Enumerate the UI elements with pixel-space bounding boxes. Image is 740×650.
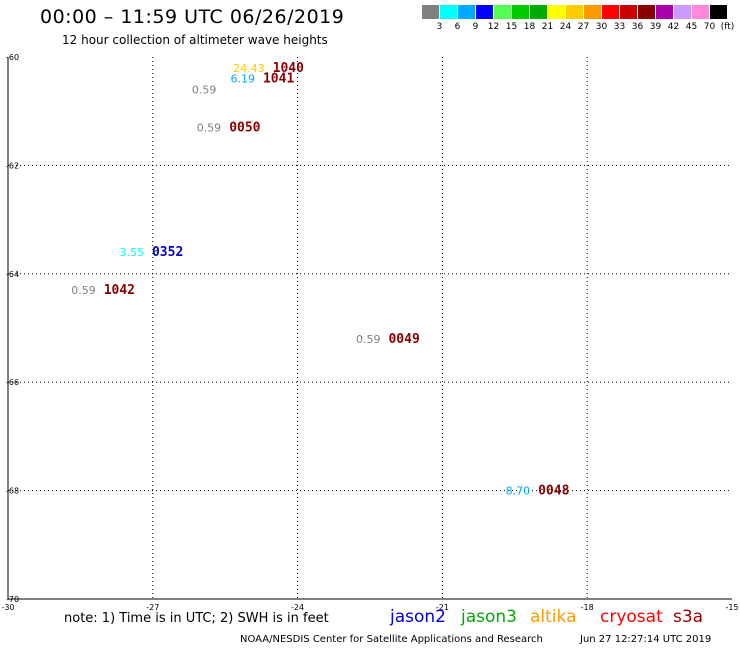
obs-time-label: 1041 [263,72,294,87]
satellite-jason3-label: jason3 [461,607,517,627]
satellite-altika-label: altika [530,607,577,627]
scale-label: 39 [649,22,662,32]
x-tick-label: -18 [581,603,594,612]
obs-time-label: 0050 [229,120,260,135]
swh-value-label: 0.59 [71,284,96,297]
scale-label: 42 [667,22,680,32]
scale-swatch [710,5,727,19]
scale-label: (ft) [720,22,735,32]
scale-swatch [458,5,475,19]
scale-label: 18 [523,22,536,32]
obs-time-label: 0049 [388,332,419,347]
scale-swatch [512,5,529,19]
y-tick-label: -64 [6,270,19,279]
scale-label: 70 [703,22,716,32]
satellite-jason2-label: jason2 [390,607,446,627]
obs-time-label: 1040 [273,61,304,76]
scale-swatch [494,5,511,19]
scale-label: 36 [631,22,644,32]
obs-time-label: 0048 [538,484,569,499]
scale-swatch [692,5,709,19]
y-tick-label: -68 [6,487,19,496]
scale-swatch [674,5,691,19]
scale-label: 3 [436,22,443,32]
footer-timestamp: Jun 27 12:27:14 UTC 2019 [580,634,712,645]
scale-label: 9 [472,22,479,32]
x-tick-label: -24 [291,603,304,612]
chart-subtitle: 12 hour collection of altimeter wave hei… [62,33,328,47]
swh-value-label: 6.19 [230,73,255,86]
x-tick-label: -27 [146,603,159,612]
swh-value-label: 3.55 [119,246,144,259]
obs-time-label: 0352 [152,245,183,260]
scale-swatch [440,5,457,19]
y-tick-label: -70 [6,595,19,604]
scale-swatch [566,5,583,19]
scale-swatch [656,5,673,19]
scale-label: 24 [559,22,572,32]
swh-value-label: 8.70 [506,485,531,498]
x-tick-label: -21 [436,603,449,612]
scale-label: 15 [505,22,518,32]
swh-value-label: 0.59 [197,121,222,134]
satellite-cryosat-label: cryosat [600,607,663,627]
scale-label: 33 [613,22,626,32]
scale-swatch [476,5,493,19]
y-tick-label: -60 [6,53,19,62]
scale-swatch [530,5,547,19]
scale-label: 6 [454,22,461,32]
scale-swatch [638,5,655,19]
y-tick-label: -66 [6,378,19,387]
scale-label: 30 [595,22,608,32]
x-tick-label: -30 [1,603,14,612]
scale-swatch [620,5,637,19]
scale-label: 45 [685,22,698,32]
swh-value-label: 24.43 [233,62,265,75]
scale-swatch [548,5,565,19]
x-tick-label: -15 [725,603,738,612]
scale-swatch [422,5,439,19]
scale-label: 21 [541,22,554,32]
y-tick-label: -62 [6,161,19,170]
footer-credit: NOAA/NESDIS Center for Satellite Applica… [240,634,543,645]
satellite-s3a-label: s3a [673,607,704,627]
obs-time-label: 1042 [104,283,135,298]
scale-label: 27 [577,22,590,32]
swh-value-label: 0.59 [192,84,217,97]
swh-value-label: 0.59 [356,333,381,346]
scale-label: 12 [487,22,500,32]
scale-swatch [602,5,619,19]
chart-title: 00:00 – 11:59 UTC 06/26/2019 [40,6,345,28]
scale-swatch [584,5,601,19]
units-note: note: 1) Time is in UTC; 2) SWH is in fe… [64,611,329,626]
